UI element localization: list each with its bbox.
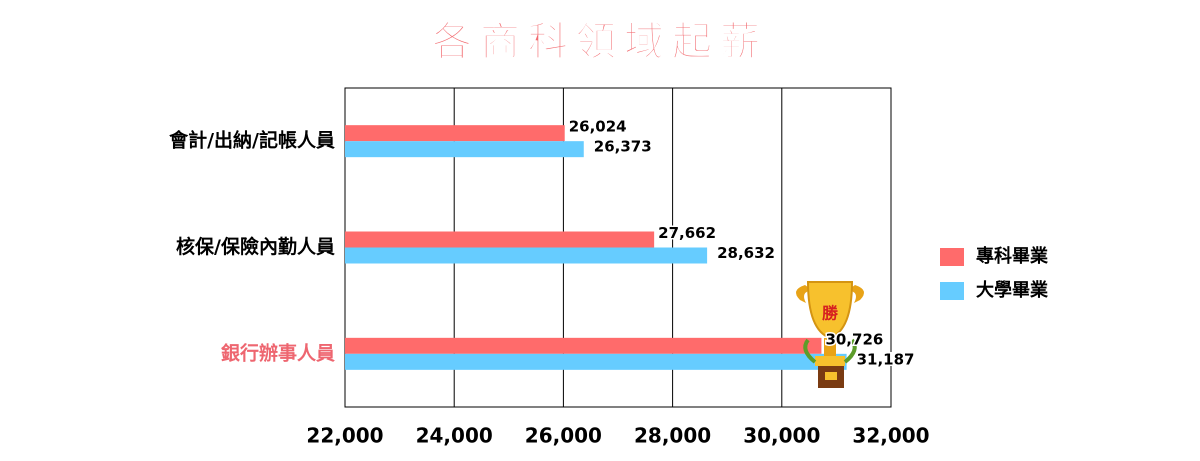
y-tick-label: 銀行辦事人員 [221,341,335,364]
bar [345,353,847,370]
y-tick-label: 會計/出納/記帳人員 [169,129,335,152]
bar [345,125,565,142]
legend-label: 大學畢業 [976,279,1049,301]
bar [345,337,822,354]
bar [345,141,584,158]
legend-label: 專科畢業 [976,245,1049,267]
chart-title: 各商科領域起薪 [432,19,768,65]
legend-swatch [940,282,964,300]
bar [345,247,708,264]
value-label: 30,726 [825,330,883,348]
x-tick-label: 32,000 [852,424,929,448]
value-label: 26,373 [594,138,652,156]
x-tick-label: 24,000 [416,424,493,448]
value-label: 28,632 [717,244,775,262]
value-label: 26,024 [569,118,627,136]
x-tick-label: 28,000 [634,424,711,448]
x-tick-label: 22,000 [306,424,383,448]
value-label: 27,662 [658,224,716,242]
value-label: 31,187 [857,350,915,368]
bar [345,231,655,248]
y-tick-label: 核保/保險內勤人員 [176,235,335,258]
x-tick-label: 26,000 [525,424,602,448]
x-tick-label: 30,000 [743,424,820,448]
annotation: 勝 [822,304,839,323]
legend-swatch [940,248,964,266]
trophy [796,281,864,388]
